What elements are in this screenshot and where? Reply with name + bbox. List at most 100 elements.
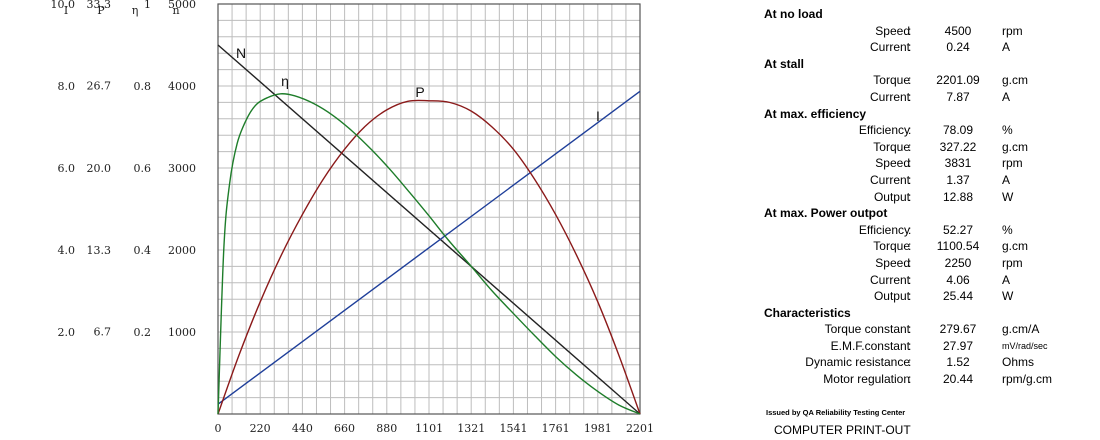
spec-value: 78.09 [942, 123, 974, 138]
spec-colon: : [908, 139, 912, 154]
y-tick-label-I: 10.0 [51, 0, 76, 11]
spec-colon: : [908, 322, 912, 337]
spec-label: Motor regulation [823, 372, 910, 387]
spec-row: Speed: 3831 rpm [764, 155, 1094, 172]
series-line-η [217, 93, 641, 415]
spec-unit: A [1002, 272, 1011, 287]
spec-unit: g.cm [1002, 239, 1029, 254]
chart-grid [217, 3, 641, 415]
y-tick-label-P: 20.0 [87, 162, 112, 175]
y-tick-label-I: 6.0 [58, 162, 76, 175]
motor-performance-chart: 0 220 440 660 880 1101 1321 1541 1761 1981 2201I10… [51, 0, 655, 435]
y-tick-label-I: 4.0 [58, 244, 76, 257]
spec-unit: A [1002, 89, 1011, 104]
series-label-I: I [596, 108, 600, 124]
spec-colon: : [908, 23, 912, 38]
spec-colon: : [908, 222, 912, 237]
x-tick-label: 2201 [626, 422, 654, 435]
x-tick-label: 1981 [584, 422, 612, 435]
spec-value: 0.24 [946, 40, 970, 55]
y-tick-label-n: 5000 [168, 0, 196, 11]
spec-value: 4500 [944, 23, 972, 38]
y-tick-label-P: 6.7 [94, 326, 112, 339]
spec-unit: g.cm [1002, 73, 1029, 88]
spec-row: Motor regulation: 20.44 rpm/g.cm [764, 371, 1094, 388]
x-tick-label: 1541 [499, 422, 527, 435]
x-tick-label: 880 [376, 422, 397, 435]
spec-unit: W [1002, 189, 1014, 204]
spec-value: 20.44 [942, 372, 974, 387]
x-tick-label: 440 [292, 422, 313, 435]
x-tick-label: 0 [215, 422, 222, 435]
spec-colon: : [908, 89, 912, 104]
y-tick-label-η: 0.4 [134, 244, 152, 257]
spec-value: 2201.09 [936, 73, 980, 88]
spec-colon: : [908, 156, 912, 171]
series-label-η: η [281, 73, 289, 89]
series-label-P: P [415, 84, 424, 100]
y-tick-label-P: 33.3 [87, 0, 112, 11]
y-tick-label-η: 0.8 [134, 80, 152, 93]
spec-value: 327.22 [939, 139, 977, 154]
computer-printout-label: COMPUTER PRINT-OUT [774, 423, 911, 437]
y-axis-symbol-n: n [172, 4, 179, 17]
spec-row: Torque constant: 279.67 g.cm/A [764, 321, 1094, 338]
spec-row: Torque: 327.22 g.cm [764, 139, 1094, 156]
spec-label: Torque [873, 239, 910, 254]
spec-colon: : [908, 355, 912, 370]
spec-colon: : [908, 338, 912, 353]
spec-colon: : [908, 289, 912, 304]
spec-unit: g.cm/A [1002, 322, 1040, 337]
spec-unit: A [1002, 172, 1011, 187]
x-tick-label: 1101 [415, 422, 443, 435]
x-tick-label: 220 [250, 422, 271, 435]
spec-unit: rpm [1002, 255, 1023, 270]
spec-colon: : [908, 73, 912, 88]
series-line-N [217, 44, 641, 415]
y-tick-label-η: 1 [144, 0, 151, 11]
spec-value: 25.44 [942, 289, 974, 304]
spec-unit: W [1002, 289, 1014, 304]
spec-unit: Ohms [1002, 355, 1035, 370]
y-tick-label-n: 1000 [168, 326, 196, 339]
spec-label: Efficiency [858, 222, 910, 237]
spec-row: Speed: 4500 rpm [764, 23, 1094, 40]
spec-unit: A [1002, 40, 1011, 55]
spec-label: Current [869, 89, 910, 104]
x-tick-label: 1761 [542, 422, 570, 435]
spec-section-title: Characteristics [764, 305, 851, 320]
spec-colon: : [908, 40, 912, 55]
performance-spec-panel: At no load Speed: 4500 rpm Current: 0.24 A At s… [764, 6, 1094, 388]
spec-colon: : [908, 239, 912, 254]
spec-row: Efficiency: 78.09% [764, 122, 1094, 139]
spec-label: Speed [875, 23, 910, 38]
series-line-P [217, 99, 641, 415]
spec-label: Current [869, 40, 910, 55]
spec-unit: % [1002, 222, 1013, 237]
spec-label: Current [869, 272, 910, 287]
spec-label: Speed [875, 255, 910, 270]
series-line-I [217, 90, 641, 405]
y-tick-label-P: 13.3 [87, 244, 112, 257]
spec-unit: rpm [1002, 23, 1023, 38]
spec-label: Torque [873, 139, 910, 154]
chart-labels: 0 220 440 660 880 1101 1321 1541 1761 1981 2201I10… [51, 0, 655, 435]
spec-unit: % [1002, 123, 1013, 138]
spec-row: E.M.F.constant: 27.97 mV/rad/sec [764, 338, 1094, 355]
spec-label: Efficiency [858, 123, 910, 138]
spec-unit: rpm [1002, 156, 1023, 171]
spec-row: Current: 1.37 A [764, 172, 1094, 189]
spec-colon: : [908, 272, 912, 287]
spec-value: 4.06 [946, 272, 970, 287]
y-axis-symbol-η: η [132, 4, 139, 17]
y-axis-symbol-P: P [97, 4, 105, 17]
spec-colon: : [908, 189, 912, 204]
spec-value: 1.52 [946, 355, 970, 370]
y-tick-label-n: 4000 [168, 80, 196, 93]
spec-value: 279.67 [939, 322, 977, 337]
spec-unit: g.cm [1002, 139, 1029, 154]
spec-colon: : [908, 372, 912, 387]
spec-section-title: At max. Power outpot [764, 206, 888, 221]
y-tick-label-n: 2000 [168, 244, 196, 257]
spec-unit: mV/rad/sec [1002, 340, 1048, 351]
